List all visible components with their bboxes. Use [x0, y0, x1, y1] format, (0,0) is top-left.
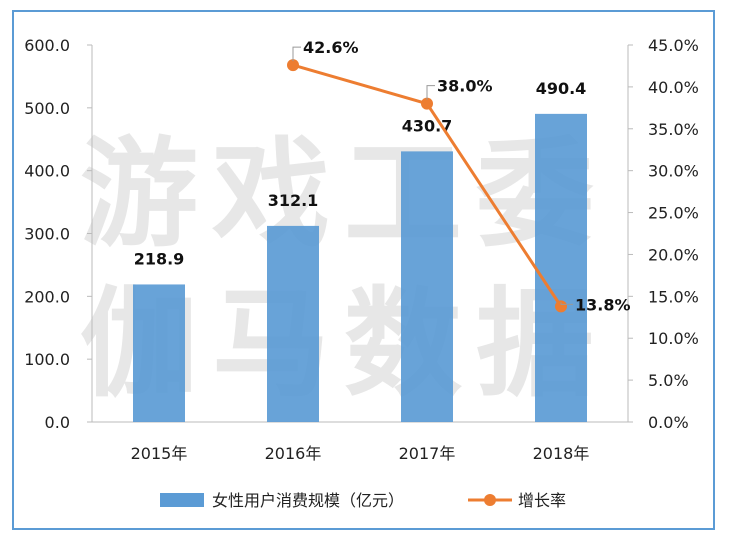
bar-2015年 [133, 284, 185, 422]
right-tick-label: 30.0% [648, 162, 699, 181]
left-tick-label: 500.0 [24, 99, 70, 118]
leader-line [560, 302, 573, 305]
legend-bar-label: 女性用户消费规模（亿元） [212, 491, 404, 510]
leader-line [292, 46, 301, 62]
bar-data-label: 490.4 [536, 79, 587, 98]
legend-bar-swatch [160, 493, 204, 507]
chart-frame [12, 10, 715, 530]
left-tick-label: 100.0 [24, 350, 70, 369]
bar-data-label: 218.9 [134, 249, 185, 268]
bar-2018年 [535, 113, 587, 423]
legend-line-marker [484, 494, 496, 506]
right-tick-label: 10.0% [648, 329, 699, 348]
x-tick-label: 2016年 [265, 444, 322, 463]
bar-2017年 [401, 151, 453, 422]
right-tick-label: 45.0% [648, 36, 699, 55]
left-tick-label: 300.0 [24, 225, 70, 244]
line-data-label: 42.6% [303, 38, 359, 57]
right-tick-label: 5.0% [648, 371, 689, 390]
left-tick-label: 400.0 [24, 162, 70, 181]
bar-2016年 [267, 225, 319, 422]
watermark-line-1: 游戏工委 [80, 125, 608, 263]
right-tick-label: 20.0% [648, 245, 699, 264]
right-tick-label: 35.0% [648, 120, 699, 139]
right-tick-label: 40.0% [648, 78, 699, 97]
growth-rate-point [555, 300, 567, 313]
right-tick-label: 25.0% [648, 204, 699, 223]
left-tick-label: 200.0 [24, 287, 70, 306]
left-tick-label: 600.0 [24, 36, 70, 55]
line-data-label: 38.0% [437, 77, 493, 96]
growth-rate-point [421, 97, 433, 110]
right-tick-label: 15.0% [648, 287, 699, 306]
growth-rate-point [287, 59, 299, 72]
right-tick-label: 0.0% [648, 413, 689, 432]
x-tick-label: 2018年 [533, 444, 590, 463]
left-tick-label: 0.0 [45, 413, 70, 432]
legend-line-label: 增长率 [518, 491, 566, 510]
leader-line [426, 85, 435, 100]
line-data-label: 13.8% [575, 295, 631, 314]
x-tick-label: 2015年 [131, 444, 188, 463]
bar-data-label: 312.1 [268, 191, 319, 210]
x-tick-label: 2017年 [399, 444, 456, 463]
